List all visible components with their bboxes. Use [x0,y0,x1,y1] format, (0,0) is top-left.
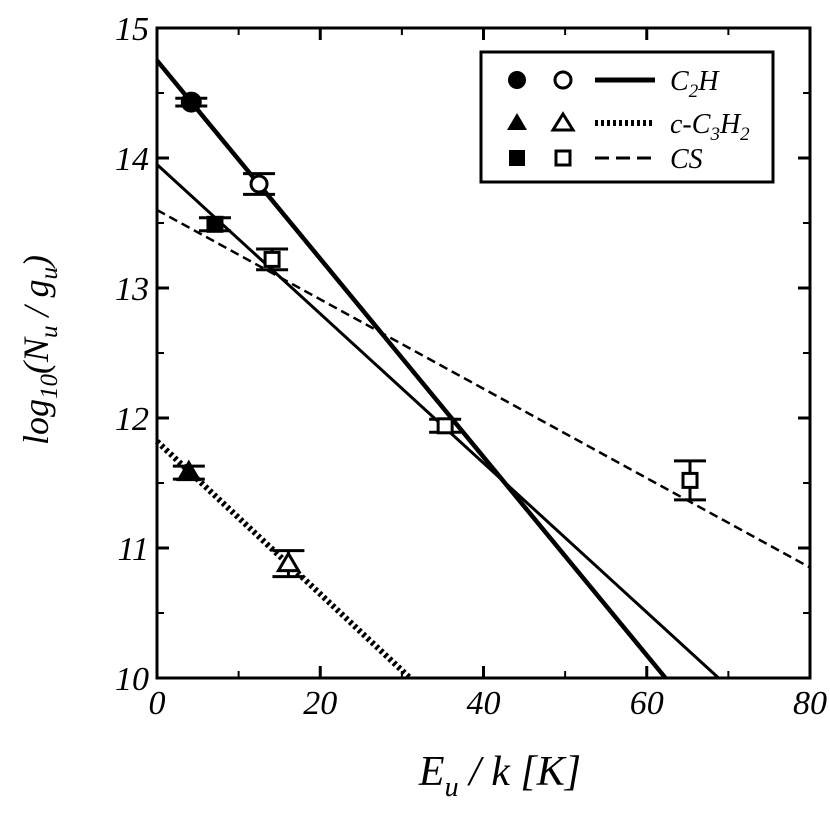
x-tick-label: 80 [793,685,827,722]
x-tick-label: 0 [149,685,166,722]
y-tick-label: 14 [115,141,149,178]
tick-labels-layer: 0 20 40 60 80 10 11 12 13 14 15 [115,11,827,722]
legend-cc3h2-filled-marker [507,113,527,130]
legend-cc3h2-open-marker [550,111,576,132]
data-point-square [263,250,281,268]
data-point-circle [180,91,202,113]
y-tick-label: 10 [115,661,149,698]
legend-cc3h2-label: c-C3H2 [670,109,750,145]
y-tick-label: 15 [115,11,149,48]
data-point-triangle [275,550,302,573]
x-axis-title: Eu / k [K] [418,749,581,803]
data-point-triangle [176,459,202,482]
legend-cs-open-marker [554,149,572,167]
fit-line [154,439,413,681]
fit-line [156,208,811,569]
legend-cs-label: CS [670,144,703,175]
y-tick-label: 11 [118,531,149,568]
fit-line [155,59,668,680]
data-point-square [436,417,454,435]
x-tick-label: 40 [467,685,501,722]
y-tick-label: 13 [115,271,149,308]
data-points-layer [172,91,707,579]
x-tick-label: 20 [303,685,337,722]
data-point-square [681,471,699,489]
y-axis-title: log10(Nu / gu) [16,255,63,445]
axes-frame-layer [155,26,812,680]
data-point-circle [249,174,269,194]
legend-c2h-label: C2H [670,66,720,102]
y-tick-label: 12 [115,401,149,438]
legend-cs-filled-marker [509,150,525,166]
x-tick-label: 60 [630,685,664,722]
legend-c2h-open-marker [553,70,573,90]
data-point-square [206,215,224,233]
legend-box [479,50,775,184]
legend-c2h-filled-marker [508,71,526,89]
legend: C2H c-C3H2 CS [479,50,775,184]
